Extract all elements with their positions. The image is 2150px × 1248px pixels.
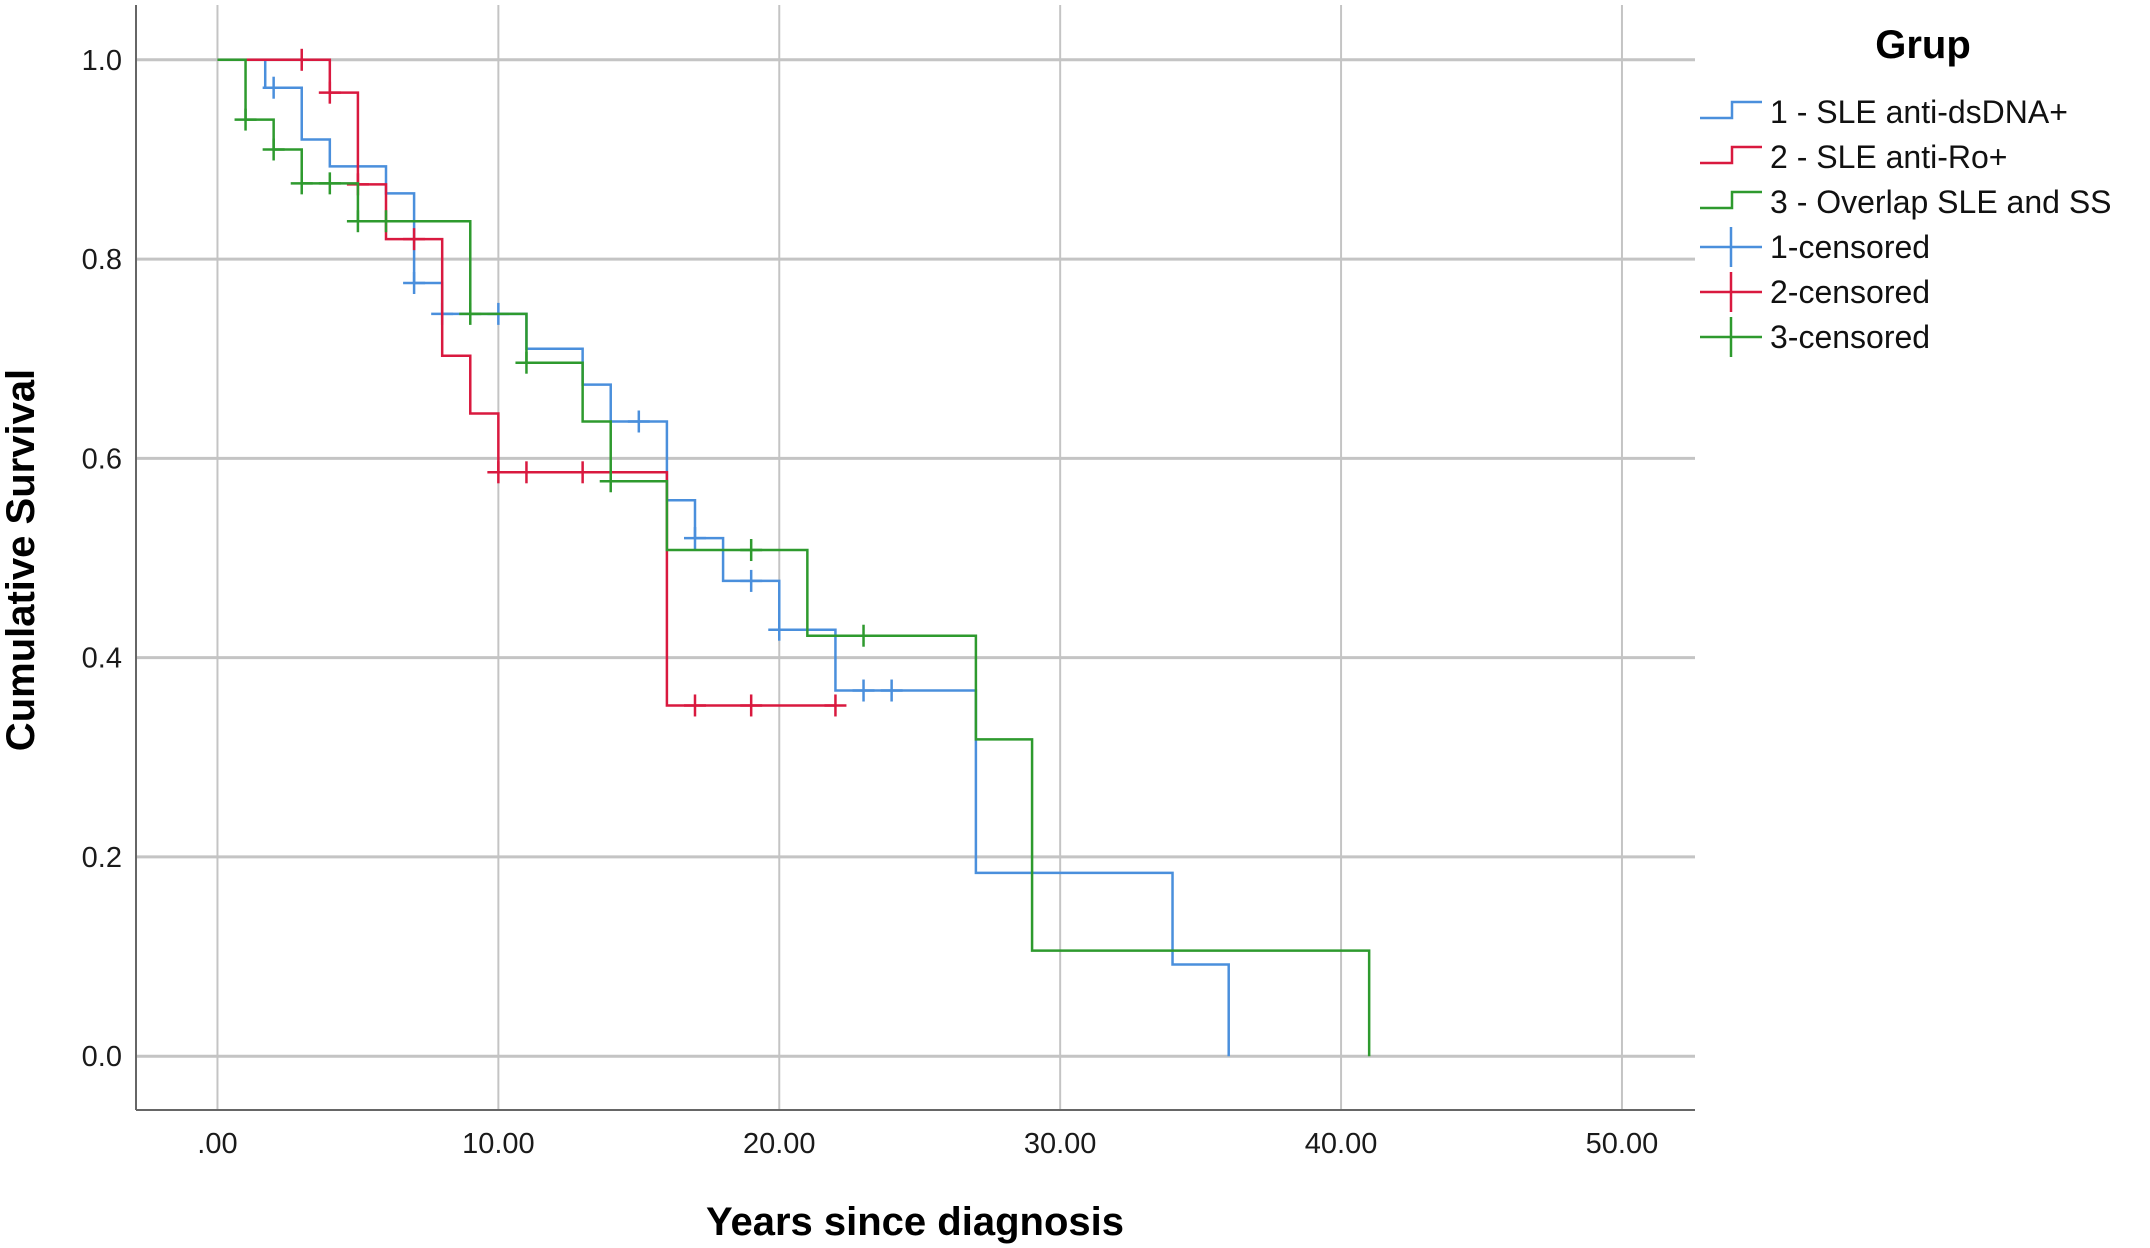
y-tick-label: 0.0 (82, 1041, 122, 1073)
censor-mark-group-3 (346, 210, 369, 233)
legend-label: 2 - SLE anti-Ro+ (1770, 139, 2007, 175)
y-axis-title: Cumulative Survival (0, 369, 43, 751)
y-tick-label: 1.0 (82, 45, 122, 77)
legend-label: 2-censored (1770, 274, 1930, 310)
legend-item-censored-3: 3-censored (1700, 317, 1930, 357)
y-tick-label: 0.8 (82, 244, 122, 276)
censor-mark-group-1 (768, 618, 791, 641)
censor-mark-group-1 (852, 679, 875, 702)
y-tick-label: 0.2 (82, 842, 122, 874)
censor-mark-group-2 (290, 48, 313, 71)
censor-mark-group-1 (740, 569, 763, 592)
censor-mark-group-3 (375, 210, 398, 233)
censor-mark-group-2 (487, 461, 510, 484)
censor-mark-group-3 (234, 108, 257, 131)
series-group (217, 48, 1371, 1057)
x-tick-label: 20.00 (743, 1128, 816, 1160)
censor-mark-group-2 (740, 694, 763, 717)
censor-mark-group-3 (290, 172, 313, 195)
censor-mark-group-2 (403, 228, 426, 251)
tick-labels: 0.0 0.2 0.4 0.6 0.8 1.0 .00 10.00 20.00 30.00 40.0… (82, 45, 1659, 1160)
legend: Grup 1 - SLE anti-dsDNA+ 2 - SLE anti-Ro+… (1700, 23, 2112, 357)
censor-mark-group-2 (683, 694, 706, 717)
x-tick-label: 30.00 (1024, 1128, 1097, 1160)
legend-line-swatch (1700, 100, 1762, 120)
censor-mark-group-3 (852, 624, 875, 647)
grid-lines (136, 5, 1695, 1110)
legend-label: 1-censored (1770, 229, 1930, 265)
x-tick-label: 10.00 (462, 1128, 535, 1160)
censor-mark-group-2 (571, 461, 594, 484)
legend-items: 1 - SLE anti-dsDNA+ 2 - SLE anti-Ro+ 3 - O… (1700, 94, 2112, 357)
y-tick-label: 0.4 (82, 643, 122, 675)
censor-mark-group-3 (515, 351, 538, 374)
legend-item-group-1: 1 - SLE anti-dsDNA+ (1700, 94, 2068, 130)
censor-mark-group-3 (599, 470, 622, 493)
legend-line-swatch (1700, 190, 1762, 210)
legend-label: 1 - SLE anti-dsDNA+ (1770, 94, 2068, 130)
censor-mark-group-2 (515, 461, 538, 484)
x-tick-label: .00 (197, 1128, 237, 1160)
x-tick-label: 40.00 (1305, 1128, 1378, 1160)
legend-item-censored-1: 1-censored (1700, 227, 1930, 267)
y-tick-label: 0.6 (82, 443, 122, 475)
legend-label: 3 - Overlap SLE and SS (1770, 184, 2112, 220)
censor-mark-group-1 (403, 271, 426, 294)
censor-mark-group-1 (880, 679, 903, 702)
x-tick-label: 50.00 (1586, 1128, 1659, 1160)
censor-mark-group-1 (683, 527, 706, 550)
legend-line-swatch (1700, 145, 1762, 165)
censor-mark-group-3 (262, 138, 285, 161)
censor-mark-group-2 (824, 694, 847, 717)
censor-mark-group-1 (262, 76, 285, 99)
axes (135, 5, 1695, 1111)
censor-mark-group-3 (740, 539, 763, 562)
legend-title: Grup (1875, 23, 1971, 67)
censor-mark-group-1 (627, 410, 650, 433)
censor-mark-group-3 (459, 302, 482, 325)
legend-label: 3-censored (1770, 319, 1930, 355)
legend-item-group-3: 3 - Overlap SLE and SS (1700, 184, 2112, 220)
x-axis-title: Years since diagnosis (706, 1200, 1124, 1244)
censor-mark-group-2 (318, 81, 341, 104)
legend-item-censored-2: 2-censored (1700, 272, 1930, 312)
legend-item-group-2: 2 - SLE anti-Ro+ (1700, 139, 2007, 175)
censor-mark-group-3 (318, 172, 341, 195)
